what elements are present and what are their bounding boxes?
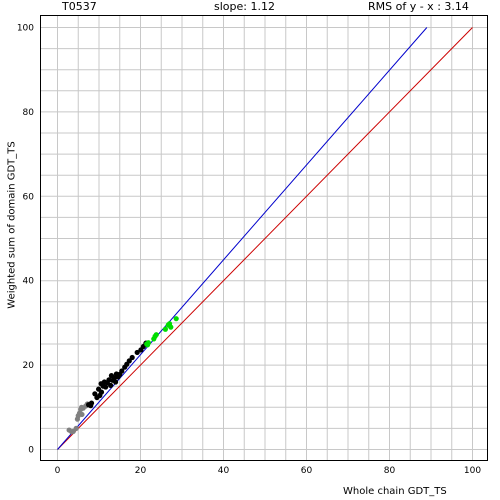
x-tick-label: 20 <box>135 466 147 476</box>
data-point <box>162 326 168 332</box>
data-point <box>88 403 94 409</box>
y-tick-label: 80 <box>23 108 35 118</box>
x-tick-label: 80 <box>384 466 396 476</box>
x-tick-label: 40 <box>218 466 230 476</box>
data-point <box>129 354 135 361</box>
data-point <box>108 373 115 379</box>
x-tick-label: 0 <box>55 466 61 476</box>
y-tick-label: 60 <box>23 192 35 202</box>
x-axis-label: Whole chain GDT_TS <box>343 486 447 497</box>
data-point <box>73 425 79 431</box>
y-axis-label-container: Weighted sum of domain GDT_TS <box>4 141 20 308</box>
data-point <box>152 333 158 340</box>
target-id-label: T0537 <box>62 0 97 13</box>
data-point <box>92 391 98 397</box>
data-point <box>98 381 104 387</box>
data-point <box>126 358 132 364</box>
x-tick-label: 100 <box>464 466 481 476</box>
reference-line <box>57 27 473 450</box>
data-point <box>79 411 85 418</box>
data-point <box>108 382 114 388</box>
y-tick-label: 100 <box>17 24 34 34</box>
data-point <box>173 316 179 322</box>
data-point <box>113 379 119 385</box>
y-tick-label: 0 <box>28 446 34 456</box>
data-point <box>144 342 151 348</box>
data-point <box>69 429 75 435</box>
data-point <box>134 349 140 356</box>
data-point <box>166 321 173 327</box>
data-point <box>113 371 120 377</box>
slope-label: slope: 1.12 <box>214 0 275 13</box>
x-tick-label: 60 <box>301 466 313 476</box>
data-point <box>103 384 109 390</box>
data-point <box>98 389 105 395</box>
y-axis-label: Weighted sum of domain GDT_TS <box>6 141 18 309</box>
data-point <box>119 368 125 374</box>
y-tick-label: 20 <box>23 361 35 371</box>
rms-label: RMS of y - x : 3.14 <box>368 0 469 13</box>
y-tick-label: 40 <box>23 277 35 287</box>
